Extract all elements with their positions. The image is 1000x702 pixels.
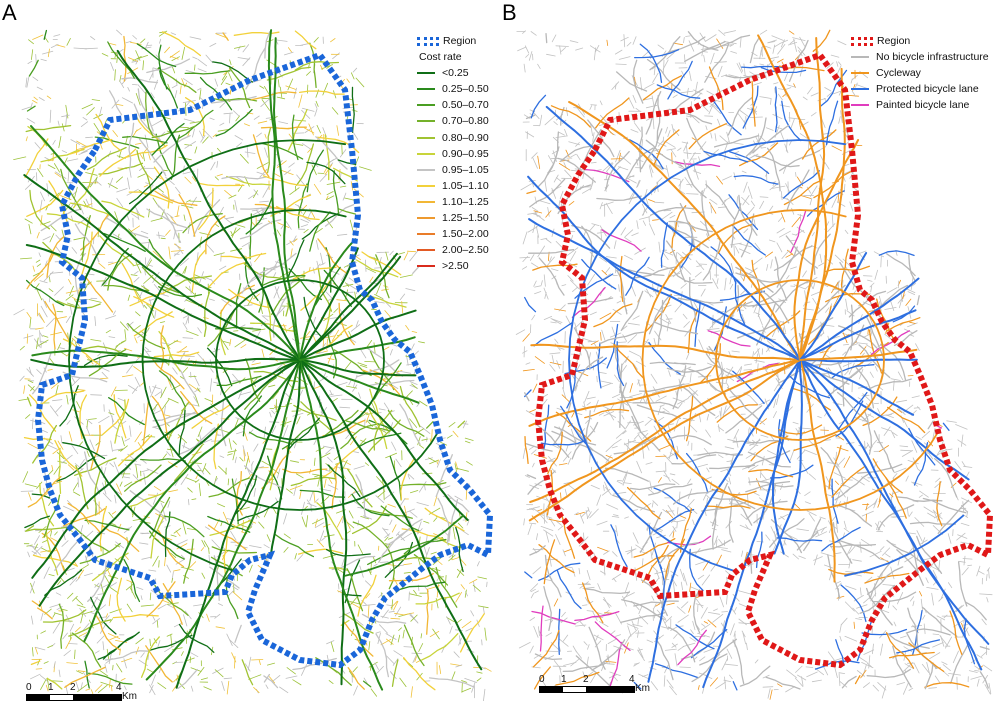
legend-item: Painted bicycle lane — [851, 97, 989, 113]
legend-swatch — [417, 217, 435, 219]
legend-label: Painted bicycle lane — [876, 99, 969, 111]
scale-tick: 2 — [70, 682, 76, 693]
legend-label: Cycleway — [876, 67, 921, 79]
legend-item: 0.90–0.95 — [417, 146, 489, 162]
legend-item: 2.00–2.50 — [417, 242, 489, 258]
legend-swatch — [417, 72, 435, 74]
legend-label: 2.00–2.50 — [442, 244, 489, 256]
region-boundary — [538, 55, 990, 665]
legend-label: Region — [877, 35, 910, 47]
legend-swatch — [417, 104, 435, 106]
legend-item: 1.25–1.50 — [417, 210, 489, 226]
legend-label: 1.25–1.50 — [442, 212, 489, 224]
legend-region: Region — [417, 33, 489, 49]
region-swatch — [851, 37, 873, 46]
legend-label: 1.05–1.10 — [442, 180, 489, 192]
scale-tick: 0 — [26, 682, 32, 693]
legend-swatch — [851, 88, 869, 90]
scale-tick: 4 — [629, 674, 635, 685]
legend-item: 1.50–2.00 — [417, 226, 489, 242]
scale-unit: Km — [122, 691, 137, 702]
legend-item: 1.05–1.10 — [417, 178, 489, 194]
legend-label: 1.50–2.00 — [442, 228, 489, 240]
legend-region: Region — [851, 33, 989, 49]
legend-item: No bicycle infrastructure — [851, 49, 989, 65]
legend-item: 0.25–0.50 — [417, 81, 489, 97]
panel-letter: A — [2, 0, 17, 26]
scale-tick: 1 — [48, 682, 54, 693]
legend-label: 0.70–0.80 — [442, 115, 489, 127]
legend-label: 0.80–0.90 — [442, 132, 489, 144]
legend-swatch — [417, 88, 435, 90]
legend-title: Cost rate — [419, 49, 489, 65]
legend-swatch — [417, 265, 435, 267]
legend-item: 1.10–1.25 — [417, 194, 489, 210]
legend-swatch — [851, 104, 869, 106]
legend-label: Region — [443, 35, 476, 47]
legend-label: 0.95–1.05 — [442, 164, 489, 176]
legend-label: No bicycle infrastructure — [876, 51, 989, 63]
scale-tick: 4 — [116, 682, 122, 693]
legend-item: 0.95–1.05 — [417, 162, 489, 178]
legend-swatch — [851, 72, 869, 74]
legend-item: 0.80–0.90 — [417, 129, 489, 145]
legend-item: <0.25 — [417, 65, 489, 81]
legend-item: 0.70–0.80 — [417, 113, 489, 129]
legend-item: Protected bicycle lane — [851, 81, 989, 97]
legend-label: 1.10–1.25 — [442, 196, 489, 208]
panel-b-infrastructure-map: B Region No bicycle infrastructure Cyclew… — [500, 0, 1000, 701]
panel-a-cost-rate-map: A Region Cost rate <0.25 0.25–0.50 0.50–0.… — [0, 0, 500, 701]
legend-swatch — [417, 249, 435, 251]
legend-swatch — [417, 120, 435, 122]
legend-label: <0.25 — [442, 67, 469, 79]
legend-swatch — [417, 153, 435, 155]
region-swatch — [417, 37, 439, 46]
scale-tick: 1 — [561, 674, 567, 685]
legend-item: >2.50 — [417, 258, 489, 274]
legend-swatch — [417, 169, 435, 171]
legend-swatch — [851, 56, 869, 58]
legend-label: 0.50–0.70 — [442, 99, 489, 111]
infrastructure-legend: Region No bicycle infrastructure Cycleway… — [851, 33, 989, 113]
scale-tick: 2 — [583, 674, 589, 685]
legend-label: 0.90–0.95 — [442, 148, 489, 160]
scale-unit: Km — [635, 683, 650, 694]
legend-swatch — [417, 137, 435, 139]
legend-swatch — [417, 201, 435, 203]
legend-swatch — [417, 233, 435, 235]
legend-label: Protected bicycle lane — [876, 83, 979, 95]
panel-letter: B — [502, 0, 517, 26]
legend-item: 0.50–0.70 — [417, 97, 489, 113]
legend-swatch — [417, 185, 435, 187]
legend-label: 0.25–0.50 — [442, 83, 489, 95]
legend-label: >2.50 — [442, 260, 469, 272]
cost-rate-legend: Region Cost rate <0.25 0.25–0.50 0.50–0.70… — [417, 33, 489, 274]
legend-item: Cycleway — [851, 65, 989, 81]
scale-tick: 0 — [539, 674, 545, 685]
